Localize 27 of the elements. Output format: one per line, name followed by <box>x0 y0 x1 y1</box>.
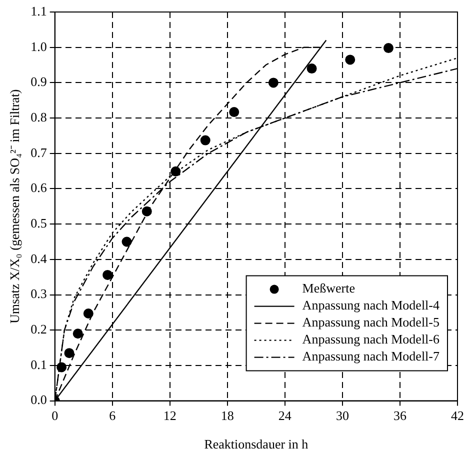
x-tick-label: 0 <box>52 408 58 424</box>
y-tick-label: 1.0 <box>30 38 47 54</box>
x-tick-label: 6 <box>109 408 116 424</box>
legend-label: Meßwerte <box>302 280 356 296</box>
legend-label: Anpassung nach Modell-7 <box>302 348 440 364</box>
y-tick-label: 0.3 <box>30 286 47 302</box>
y-tick-label: 0.5 <box>30 215 47 230</box>
y-axis-title: Umsatz X/X₀ (gemessen als SO₄²⁻ im Filtrat) <box>7 89 22 324</box>
x-tick-label: 12 <box>163 408 176 424</box>
y-tick-label: 0.2 <box>30 322 47 337</box>
y-tick-label: 1.1 <box>30 3 47 18</box>
x-tick-label: 30 <box>336 408 349 424</box>
legend-label: Anpassung nach Modell-5 <box>302 314 440 330</box>
y-tick-label: 0.4 <box>30 250 48 266</box>
x-tick-label: 36 <box>393 408 407 424</box>
legend-label: Anpassung nach Modell-6 <box>302 332 440 347</box>
x-tick-label: 18 <box>220 408 234 424</box>
x-axis-title: Reaktionsdauer in h <box>204 436 309 452</box>
y-tick-label: 0.0 <box>30 392 47 408</box>
y-tick-label: 0.8 <box>30 109 47 124</box>
x-tick-label: 24 <box>278 408 292 424</box>
y-tick-label: 0.6 <box>30 180 48 196</box>
x-tick-label: 42 <box>451 408 464 424</box>
legend-label: Anpassung nach Modell-4 <box>302 298 440 313</box>
y-tick-label: 0.9 <box>30 74 47 90</box>
y-tick-label: 0.1 <box>30 356 47 372</box>
y-tick-label: 0.7 <box>30 144 48 160</box>
